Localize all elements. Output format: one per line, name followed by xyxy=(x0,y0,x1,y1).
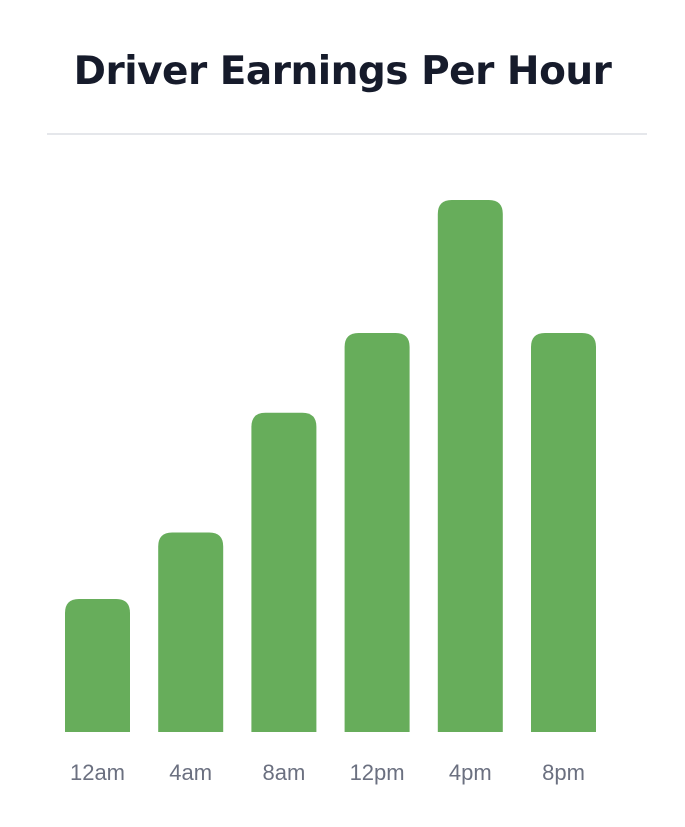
bar-4pm xyxy=(437,200,503,732)
x-tick-label: 8pm xyxy=(542,760,585,785)
x-tick-label: 4am xyxy=(169,760,212,785)
x-axis-labels: 12am 4am 8am 12pm 4pm 8pm xyxy=(70,760,585,785)
x-tick-label: 12pm xyxy=(350,760,405,785)
x-tick-label: 12am xyxy=(70,760,125,785)
bars-group xyxy=(65,200,596,732)
bar-8pm xyxy=(531,333,596,732)
bar-8am xyxy=(251,412,317,732)
bar-4am xyxy=(158,532,224,732)
chart-title: Driver Earnings Per Hour xyxy=(73,49,612,94)
x-tick-label: 4pm xyxy=(449,760,492,785)
title-divider xyxy=(47,133,647,135)
x-tick-label: 8am xyxy=(263,760,306,785)
bar-12am xyxy=(65,599,130,732)
bar-12pm xyxy=(344,333,410,732)
